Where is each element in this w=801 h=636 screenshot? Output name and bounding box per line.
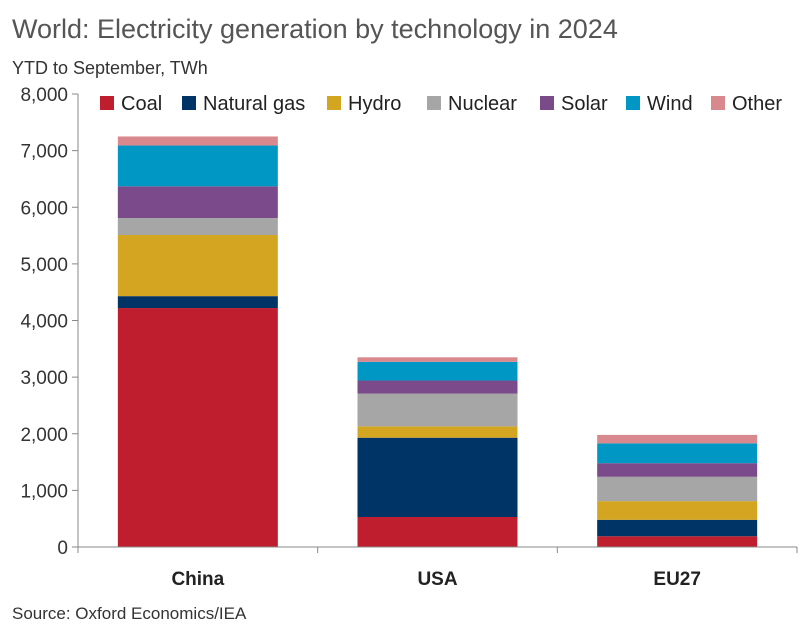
bar-segment: [117, 296, 278, 309]
legend-label: Coal: [121, 93, 162, 115]
legend-swatch: [626, 96, 640, 110]
y-tick-label: 5,000: [20, 255, 68, 276]
bar-segment: [357, 357, 518, 362]
y-tick-label: 0: [57, 538, 68, 559]
bar-segment: [357, 437, 518, 517]
legend-label: Other: [732, 93, 782, 115]
bar-segment: [357, 426, 518, 438]
bar-segment: [117, 186, 278, 219]
legend-swatch: [327, 96, 341, 110]
chart-legend: Coal Natural gas Hydro Nuclear Solar Wind Othe…: [100, 93, 782, 115]
legend-swatch: [182, 96, 196, 110]
legend-swatch: [427, 96, 441, 110]
bar-segment: [357, 393, 518, 427]
bar-segment: [597, 476, 758, 502]
chart-subtitle: YTD to September, TWh: [12, 58, 208, 78]
legend-label: Solar: [561, 93, 608, 115]
source-note: Source: Oxford Economics/IEA: [12, 604, 247, 623]
bar-segment: [597, 463, 758, 477]
y-tick-label: 7,000: [20, 142, 68, 163]
y-tick-label: 8,000: [20, 85, 68, 106]
bar-segment: [117, 136, 278, 146]
x-axis: China USA EU27: [77, 546, 798, 590]
legend-swatch: [540, 96, 554, 110]
legend-label: Nuclear: [448, 93, 517, 115]
bar-segment: [357, 516, 518, 547]
y-tick-label: 6,000: [20, 198, 68, 219]
bars: [117, 136, 758, 547]
y-tick-label: 3,000: [20, 368, 68, 389]
bar-segment: [117, 308, 278, 547]
bar-segment: [357, 380, 518, 394]
legend-label: Natural gas: [203, 93, 305, 115]
bar-segment: [117, 234, 278, 297]
y-tick-label: 4,000: [20, 312, 68, 333]
chart-title: World: Electricity generation by technol…: [12, 14, 618, 44]
bar-segment: [357, 361, 518, 381]
bar-segment: [117, 145, 278, 187]
legend-label: Wind: [647, 93, 693, 115]
x-category-label: USA: [417, 569, 457, 590]
legend-swatch: [711, 96, 725, 110]
legend-swatch: [100, 96, 114, 110]
bar-segment: [597, 434, 758, 444]
bar-segment: [117, 218, 278, 235]
y-tick-label: 2,000: [20, 425, 68, 446]
legend-label: Hydro: [348, 93, 401, 115]
bar-segment: [597, 443, 758, 464]
bar-segment: [597, 536, 758, 547]
x-category-label: EU27: [653, 569, 701, 590]
y-tick-label: 1,000: [20, 481, 68, 502]
bar-segment: [597, 519, 758, 537]
bar-segment: [597, 501, 758, 520]
x-category-label: China: [171, 569, 224, 590]
y-axis: 0 1,000 2,000 3,000 4,000 5,000 6,000 7,000 8,00…: [20, 85, 79, 559]
